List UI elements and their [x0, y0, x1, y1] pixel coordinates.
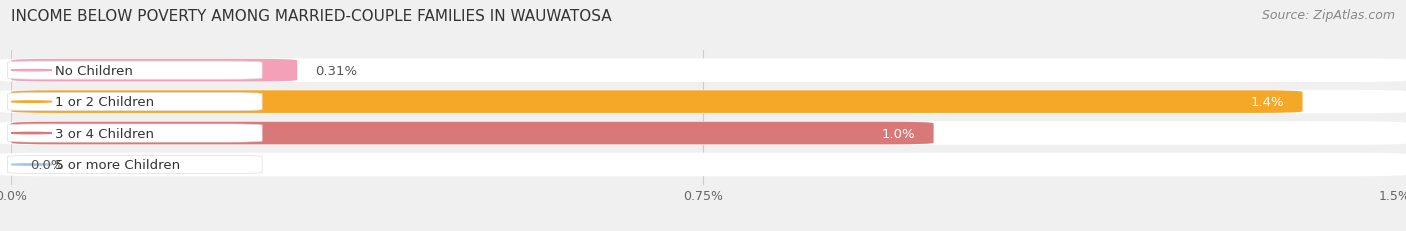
FancyBboxPatch shape	[11, 60, 297, 82]
Text: 5 or more Children: 5 or more Children	[55, 158, 180, 171]
FancyBboxPatch shape	[11, 122, 934, 145]
Text: 1 or 2 Children: 1 or 2 Children	[55, 96, 153, 109]
Circle shape	[11, 133, 52, 134]
Text: 1.4%: 1.4%	[1250, 96, 1284, 109]
Text: INCOME BELOW POVERTY AMONG MARRIED-COUPLE FAMILIES IN WAUWATOSA: INCOME BELOW POVERTY AMONG MARRIED-COUPL…	[11, 9, 612, 24]
Text: 0.31%: 0.31%	[315, 64, 357, 77]
FancyBboxPatch shape	[0, 59, 1406, 83]
FancyBboxPatch shape	[7, 93, 262, 111]
FancyBboxPatch shape	[11, 91, 1302, 113]
Text: 1.0%: 1.0%	[882, 127, 915, 140]
Circle shape	[11, 70, 52, 72]
FancyBboxPatch shape	[7, 125, 262, 143]
Circle shape	[11, 164, 52, 165]
Text: Source: ZipAtlas.com: Source: ZipAtlas.com	[1261, 9, 1395, 22]
FancyBboxPatch shape	[7, 156, 262, 174]
FancyBboxPatch shape	[0, 153, 1406, 176]
FancyBboxPatch shape	[0, 90, 1406, 114]
Text: No Children: No Children	[55, 64, 132, 77]
Text: 3 or 4 Children: 3 or 4 Children	[55, 127, 153, 140]
Text: 0.0%: 0.0%	[30, 158, 63, 171]
FancyBboxPatch shape	[0, 122, 1406, 145]
Circle shape	[11, 101, 52, 103]
FancyBboxPatch shape	[7, 62, 262, 80]
